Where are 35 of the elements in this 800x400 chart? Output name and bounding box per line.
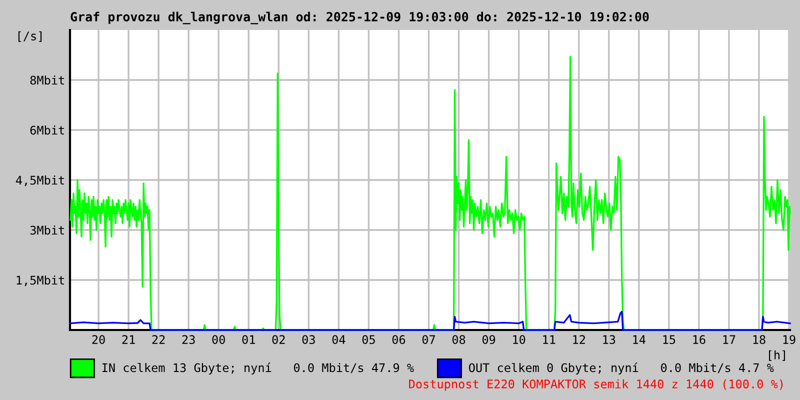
y-tick-label: 3Mbit [30, 226, 64, 235]
x-tick-label: 02 [272, 335, 285, 344]
x-tick-label: 13 [603, 335, 616, 344]
x-tick-label: 23 [182, 335, 195, 344]
x-tick-label: 22 [152, 335, 165, 344]
x-tick-label: 06 [392, 335, 406, 344]
text: Dostupnost E220 KOMPAKTOR semik 1440 z 1440 (100.0 %) [409, 379, 783, 391]
y-tick-label: 6Mbit [30, 126, 64, 135]
x-tick-label: 05 [362, 335, 375, 344]
legend-label: OUT celkem 0 Gbyte; nyní 0.0 Mbit/s 4.7 % [469, 362, 774, 374]
x-tick-label: 03 [302, 335, 315, 344]
x-tick-label: 07 [422, 335, 435, 344]
x-tick-label: 12 [573, 335, 585, 344]
x-tick-label: 10 [513, 335, 526, 344]
x-tick-label: 19 [783, 335, 796, 344]
x-tick-label: 00 [212, 335, 225, 344]
x-tick-label: 17 [723, 335, 736, 344]
chart-title: Graf provozu dk_langrova_wlan od: 2025-12-09 19:03:00 do: 2025-12-10 19:02:00 [70, 12, 649, 24]
x-tick-label: 11 [543, 335, 556, 344]
x-axis-title: [h] [769, 350, 785, 361]
x-tick-label: 04 [332, 335, 346, 344]
x-tick-label: 14 [633, 335, 646, 344]
y-tick-label: 8Mbit [30, 76, 64, 85]
y-axis-title: [/s] [18, 31, 42, 42]
x-tick-label: 15 [663, 335, 676, 344]
x-tick-label: 01 [242, 335, 255, 344]
x-tick-label: 16 [693, 335, 706, 344]
x-tick-label: 08 [452, 335, 466, 344]
x-tick-label: 21 [122, 335, 135, 344]
x-tick-label: 09 [482, 335, 496, 344]
y-tick-label: 4,5Mbit [16, 176, 64, 186]
legend-label: IN celkem 13 Gbyte; nyní 0.0 Mbit/s 47.9 % [102, 362, 414, 374]
x-tick-label: 18 [753, 335, 766, 344]
y-tick-label: 1,5Mbit [16, 276, 64, 286]
x-tick-label: 20 [92, 335, 105, 344]
